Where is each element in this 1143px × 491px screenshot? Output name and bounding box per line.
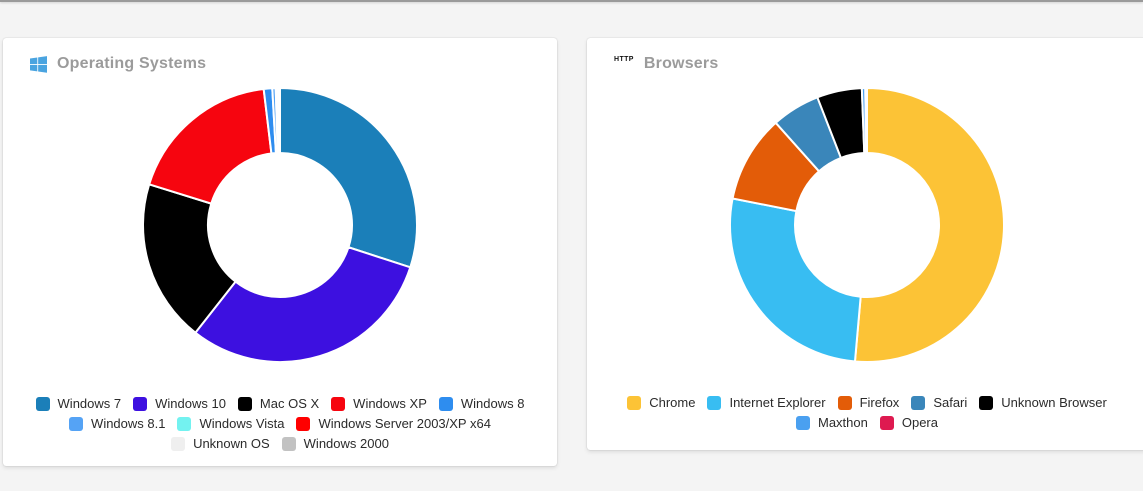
legend-swatch (331, 396, 346, 411)
legend-swatch (171, 436, 186, 451)
legend-label: Windows XP (353, 396, 427, 411)
legend-label: Mac OS X (259, 396, 320, 411)
legend-label: Maxthon (817, 415, 868, 430)
legend-label: Windows Server 2003/XP x64 (318, 416, 491, 431)
operating-systems-header: Operating Systems (3, 38, 557, 74)
donut-slice-windows-7[interactable] (279, 86, 418, 269)
legend-swatch (627, 395, 642, 410)
donut-slice-internet-explorer[interactable] (729, 197, 862, 363)
legend-swatch (177, 416, 192, 431)
legend-item-firefox[interactable]: Firefox (837, 395, 900, 410)
http-icon: HTTP (614, 56, 634, 63)
legend-item-unknown-browser[interactable]: Unknown Browser (979, 395, 1107, 410)
operating-systems-legend: Windows 7 Windows 10 Mac OS X Windows XP Win… (35, 396, 525, 451)
legend-label: Windows 7 (57, 396, 122, 411)
legend-item-opera[interactable]: Opera (879, 415, 938, 430)
legend-item-chrome[interactable]: Chrome (627, 395, 695, 410)
legend-swatch (911, 395, 926, 410)
legend-label: Firefox (859, 395, 900, 410)
card-title: Operating Systems (57, 55, 207, 72)
legend-swatch (879, 415, 894, 430)
legend-item-safari[interactable]: Safari (911, 395, 967, 410)
donut-slice-opera[interactable] (864, 86, 868, 155)
legend-swatch (979, 395, 994, 410)
browsers-donut-chart[interactable] (727, 85, 1007, 365)
donut-slice-chrome[interactable] (853, 86, 1005, 363)
legend-swatch (281, 436, 296, 451)
legend-label: Safari (933, 395, 968, 410)
legend-swatch (795, 415, 810, 430)
legend-label: Internet Explorer (729, 395, 826, 410)
legend-swatch (133, 396, 148, 411)
legend-item-internet-explorer[interactable]: Internet Explorer (707, 395, 826, 410)
legend-item-maxthon[interactable]: Maxthon (795, 415, 868, 430)
legend-swatch (69, 416, 84, 431)
operating-systems-card: Operating Systems Windows 7 Windows 10 Mac… (3, 38, 557, 466)
legend-label: Unknown Browser (1001, 395, 1107, 410)
legend-item-windows-2000[interactable]: Windows 2000 (281, 436, 389, 451)
windows-logo-icon (30, 55, 47, 73)
card-title: Browsers (643, 55, 719, 72)
legend-label: Windows 2000 (303, 436, 389, 451)
legend-swatch (438, 396, 453, 411)
legend-item-windows-vista[interactable]: Windows Vista (177, 416, 284, 431)
browsers-header: HTTP Browsers (587, 38, 1143, 74)
legend-item-windows-7[interactable]: Windows 7 (35, 396, 122, 411)
legend-swatch (707, 395, 722, 410)
legend-swatch (296, 416, 311, 431)
legend-item-windows-xp[interactable]: Windows XP (331, 396, 427, 411)
legend-swatch (237, 396, 252, 411)
legend-label: Opera (901, 415, 938, 430)
legend-label: Windows Vista (199, 416, 285, 431)
browsers-card: HTTP Browsers Chrome Internet Explorer Fir… (587, 38, 1143, 450)
legend-label: Windows 10 (155, 396, 226, 411)
legend-label: Windows 8 (460, 396, 525, 411)
legend-item-windows-server-2003-xp-x64[interactable]: Windows Server 2003/XP x64 (296, 416, 491, 431)
legend-swatch (35, 396, 50, 411)
browsers-legend: Chrome Internet Explorer Firefox Safari Unkn… (597, 395, 1137, 430)
legend-label: Chrome (649, 395, 696, 410)
top-divider (0, 0, 1143, 2)
legend-item-windows-8-1[interactable]: Windows 8.1 (69, 416, 165, 431)
legend-item-windows-8[interactable]: Windows 8 (438, 396, 525, 411)
donut-slice-windows-xp[interactable] (147, 87, 273, 205)
legend-label: Windows 8.1 (91, 416, 166, 431)
legend-item-windows-10[interactable]: Windows 10 (133, 396, 226, 411)
donut-slice-windows-10[interactable] (193, 245, 412, 363)
legend-swatch (837, 395, 852, 410)
legend-item-unknown-os[interactable]: Unknown OS (171, 436, 270, 451)
legend-item-mac-os-x[interactable]: Mac OS X (237, 396, 320, 411)
operating-systems-donut-chart[interactable] (140, 85, 420, 365)
legend-label: Unknown OS (193, 436, 270, 451)
